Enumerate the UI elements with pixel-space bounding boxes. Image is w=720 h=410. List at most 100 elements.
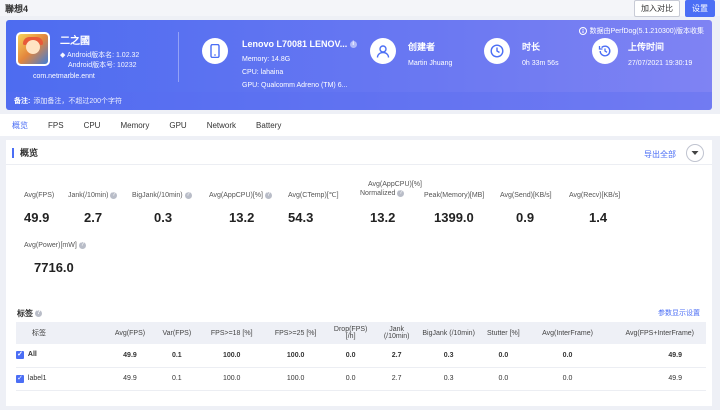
top-bar: 聯想4 加入对比 设置 <box>0 0 720 17</box>
metric-send: Avg(Send)[KB/s] 0.9 <box>500 191 590 225</box>
overview-card: 概览 导出全部 Avg(FPS) 49.9 Jank(/10min) ? 2.7… <box>6 140 712 406</box>
table-cell: 0.3 <box>419 344 478 368</box>
device-cpu: CPU: lahaina <box>242 69 284 76</box>
help-icon[interactable]: ? <box>264 191 272 199</box>
add-compare-button[interactable]: 加入对比 <box>634 0 680 17</box>
metric-label: Avg(FPS) <box>24 192 55 199</box>
collapse-button[interactable] <box>686 144 704 162</box>
column-header: Avg(FPS) <box>106 322 154 344</box>
column-header: Avg(FPS+InterFrame) <box>606 322 706 344</box>
table-cell: 100.0 <box>199 367 264 391</box>
metric-value: 49.9 <box>24 210 50 225</box>
overview-title: 概览 <box>12 148 38 158</box>
tab-overview[interactable]: 概览 <box>12 120 28 130</box>
help-icon[interactable]: ? <box>35 310 43 318</box>
table-cell: 49.9 <box>106 367 154 391</box>
metric-recv: Avg(Recv)[KB/s] 1.4 <box>569 191 659 225</box>
metric-label-2: Normalized <box>360 190 396 197</box>
metric-label: Avg(Send)[KB/s] <box>500 192 552 199</box>
table-cell: 0.0 <box>477 344 530 368</box>
metric-value: 13.2 <box>370 210 396 225</box>
row-checkbox[interactable]: ✓ <box>16 351 24 360</box>
help-icon[interactable]: ? <box>184 191 192 199</box>
device-title: Lenovo L70081 LENOV... i <box>242 39 357 49</box>
metric-jank: Jank(/10min) ? 2.7 <box>68 191 158 225</box>
metric-label: Avg(Power)[mW] <box>24 242 77 249</box>
metric-peak-memory: Peak(Memory)[MB] 1399.0 <box>424 191 514 225</box>
column-header: Drop(FPS) [/h] <box>327 322 374 344</box>
device-gpu: GPU: Qualcomm Adreno (TM) 6... <box>242 82 348 89</box>
metric-value: 2.7 <box>84 210 103 225</box>
metric-value: 1399.0 <box>434 210 474 225</box>
upload-value: 27/07/2021 19:30:19 <box>628 60 693 67</box>
help-icon[interactable]: ? <box>110 191 118 199</box>
app-package: com.netmarble.ennt <box>33 73 95 80</box>
table-cell: 2.7 <box>373 367 420 391</box>
metric-value: 13.2 <box>229 210 255 225</box>
metric-avg-fps: Avg(FPS) 49.9 <box>24 191 114 225</box>
metric-value: 7716.0 <box>34 260 74 275</box>
tab-network[interactable]: Network <box>206 120 237 130</box>
table-cell: 0.1 <box>153 367 200 391</box>
note-bar[interactable]: 备注: 添加备注，不超过200个字符 <box>6 92 712 110</box>
app-icon <box>16 32 50 66</box>
table-cell: 0.0 <box>529 344 606 368</box>
row-label-cell: ✓ All <box>16 344 106 368</box>
tab-fps[interactable]: FPS <box>48 120 64 130</box>
metric-value: 1.4 <box>589 210 608 225</box>
metric-power: Avg(Power)[mW] ? 7716.0 <box>24 241 114 275</box>
duration-value: 0h 33m 56s <box>522 60 559 67</box>
metric-value: 54.3 <box>288 210 314 225</box>
note-input[interactable]: 添加备注，不超过200个字符 <box>33 98 123 105</box>
table-row: ✓ label1 49.9 0.1 100.0 100.0 0.0 2.7 0.… <box>16 367 706 391</box>
table-cell: 100.0 <box>199 344 264 368</box>
row-checkbox[interactable]: ✓ <box>16 374 24 383</box>
info-icon <box>578 27 587 35</box>
table-cell: 0.0 <box>327 367 374 391</box>
table-cell: 0.1 <box>153 344 200 368</box>
tags-title: 标签 ? <box>17 309 43 318</box>
column-header: Avg(InterFrame) <box>529 322 606 344</box>
metric-app-cpu: Avg(AppCPU)[%] ? 13.2 <box>209 191 299 225</box>
collect-info: 数据由PerfDog(5.1.210300)版本收集 <box>578 26 704 36</box>
divider <box>178 32 179 82</box>
creator-title: 创建者 <box>408 42 436 52</box>
metric-value: 0.3 <box>154 210 173 225</box>
metric-label: Avg(Recv)[KB/s] <box>569 192 621 199</box>
export-all-link[interactable]: 导出全部 <box>644 150 676 159</box>
metric-label: Jank(/10min) <box>68 192 109 199</box>
app-version-name: ◆ Android版本名: 1.02.32 <box>60 52 140 59</box>
table-row: ✓ All 49.9 0.1 100.0 100.0 0.0 2.7 0.3 0… <box>16 344 706 368</box>
tab-bar: 概览 FPS CPU Memory GPU Network Battery <box>0 114 720 136</box>
help-icon[interactable]: ? <box>397 189 405 197</box>
param-settings-link[interactable]: 参数显示设置 <box>658 310 700 317</box>
summary-banner: 数据由PerfDog(5.1.210300)版本收集 二之國 ◆ Android… <box>6 20 712 110</box>
table-header-row: 标签 Avg(FPS) Var(FPS) FPS>=18 [%] FPS>=25… <box>16 322 706 344</box>
user-icon <box>370 38 396 64</box>
duration-title: 时长 <box>522 42 541 52</box>
table-cell: 0.0 <box>529 367 606 391</box>
phone-icon <box>202 38 228 64</box>
settings-button[interactable]: 设置 <box>685 0 715 17</box>
help-icon[interactable]: ? <box>78 241 86 249</box>
metric-label: Avg(AppCPU)[%] <box>209 192 263 199</box>
chevron-down-icon <box>691 151 699 155</box>
tab-gpu[interactable]: GPU <box>169 120 187 130</box>
device-memory: Memory: 14.8G <box>242 56 291 63</box>
metric-label: BigJank(/10min) <box>132 192 183 199</box>
table-cell: 100.0 <box>263 367 328 391</box>
table-cell: 0.0 <box>327 344 374 368</box>
app-name: 二之國 <box>60 36 90 47</box>
column-header: FPS>=25 [%] <box>263 322 328 344</box>
history-icon <box>592 38 618 64</box>
tab-memory[interactable]: Memory <box>120 120 150 130</box>
column-header: Jank (/10min) <box>373 322 420 344</box>
column-header: 标签 <box>16 322 106 344</box>
upload-title: 上传时间 <box>628 42 665 52</box>
metric-app-cpu-normalized: Avg(AppCPU)[%] Normalized ? 13.2 <box>360 180 450 225</box>
metric-label: Avg(AppCPU)[%] <box>368 181 422 188</box>
tab-battery[interactable]: Battery <box>256 120 282 130</box>
clock-icon <box>484 38 510 64</box>
table-cell: 49.9 <box>606 344 706 368</box>
tab-cpu[interactable]: CPU <box>83 120 101 130</box>
